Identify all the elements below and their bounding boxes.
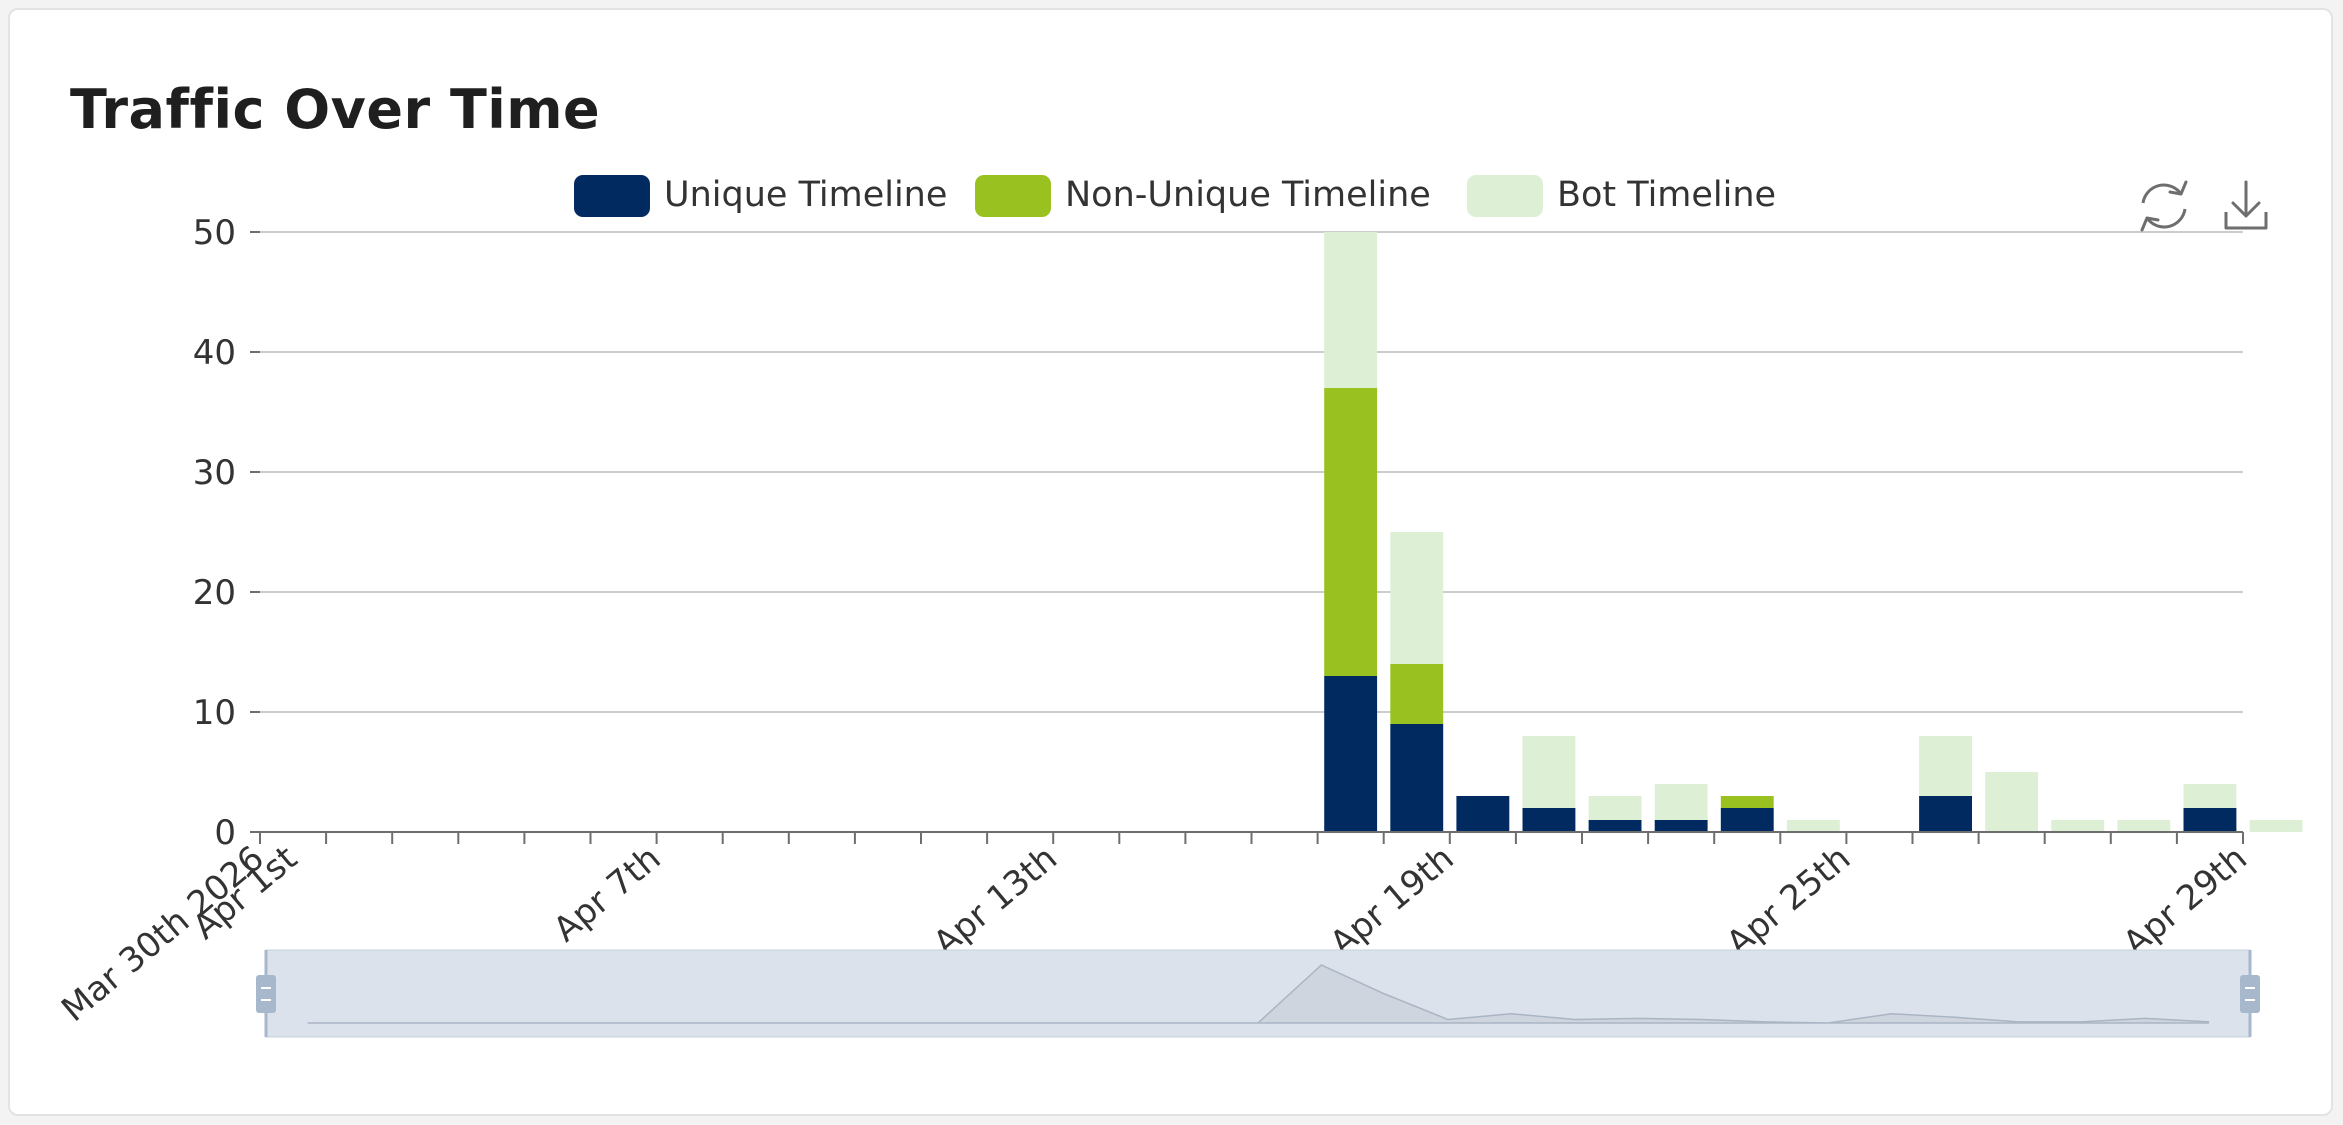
slider-data-shadow xyxy=(307,964,2210,1024)
legend-item-bot[interactable]: Bot Timeline xyxy=(1467,175,1776,217)
bar-bot xyxy=(1390,532,1444,664)
bar-bot xyxy=(2051,820,2105,832)
bars xyxy=(1324,232,2303,832)
bar-unique xyxy=(1324,676,1378,832)
bar-bot xyxy=(2117,820,2171,832)
bar-unique xyxy=(1720,808,1774,832)
x-tick-label: Mar 30th 2026 xyxy=(54,838,272,1030)
x-tick-label: Apr 29th xyxy=(2116,838,2255,964)
bar-unique xyxy=(1390,724,1444,832)
slider-handle-left[interactable] xyxy=(256,950,276,1037)
slider-window[interactable] xyxy=(265,949,2251,1038)
legend-swatch xyxy=(1467,175,1543,217)
bar-unique xyxy=(1588,820,1642,832)
legend-swatch xyxy=(574,175,650,217)
legend-item-unique[interactable]: Unique Timeline xyxy=(574,175,947,217)
grid-lines xyxy=(260,231,2243,713)
bar-non-unique xyxy=(1720,796,1774,808)
y-tick-label: 10 xyxy=(193,693,236,733)
slider-grip xyxy=(2240,975,2260,1013)
bar-bot xyxy=(1786,820,1840,832)
bar-bot xyxy=(1588,796,1642,820)
chart-title: Traffic Over Time xyxy=(70,78,601,141)
bar-bot xyxy=(1654,784,1708,820)
chart-toolbox xyxy=(2138,180,2272,232)
x-tick-label: Apr 13th xyxy=(926,838,1065,964)
bar-bot xyxy=(1324,232,1378,388)
x-tick-label: Apr 19th xyxy=(1323,838,1462,964)
y-tick-label: 40 xyxy=(193,333,236,373)
bar-bot xyxy=(2249,820,2303,832)
bar-unique xyxy=(1522,808,1576,832)
slider-handle-right[interactable] xyxy=(2240,950,2260,1037)
legend-label: Unique Timeline xyxy=(664,175,947,215)
legend-item-non-unique[interactable]: Non-Unique Timeline xyxy=(975,175,1431,217)
bar-bot xyxy=(1522,736,1576,808)
x-tick-label: Apr 25th xyxy=(1719,838,1858,964)
bar-unique xyxy=(2183,808,2237,832)
y-tick-label: 50 xyxy=(193,213,236,253)
download-icon[interactable] xyxy=(2220,180,2272,232)
traffic-card: Traffic Over Time xyxy=(8,8,2333,1116)
refresh-icon[interactable] xyxy=(2138,180,2190,232)
legend: Unique Timeline Non-Unique Timeline Bot Ti… xyxy=(574,175,1776,217)
bar-non-unique xyxy=(1390,664,1444,724)
y-tick-label: 0 xyxy=(214,813,236,853)
bar-non-unique xyxy=(1324,388,1378,676)
legend-label: Bot Timeline xyxy=(1557,175,1776,215)
slider-grip xyxy=(256,975,276,1013)
bar-bot xyxy=(2183,784,2237,808)
y-tick-label: 30 xyxy=(193,453,236,493)
legend-swatch xyxy=(975,175,1051,217)
y-axis-ticks: 0 10 20 30 40 50 xyxy=(193,213,260,853)
bar-bot xyxy=(1985,772,2039,832)
bar-bot xyxy=(1919,736,1972,796)
x-tick-label: Apr 7th xyxy=(546,838,668,950)
y-tick-label: 20 xyxy=(193,573,236,613)
bar-unique xyxy=(1654,820,1708,832)
zoom-slider[interactable] xyxy=(256,949,2260,1038)
legend-label: Non-Unique Timeline xyxy=(1065,175,1431,215)
bar-unique xyxy=(1919,796,1972,832)
bar-unique xyxy=(1456,796,1510,832)
